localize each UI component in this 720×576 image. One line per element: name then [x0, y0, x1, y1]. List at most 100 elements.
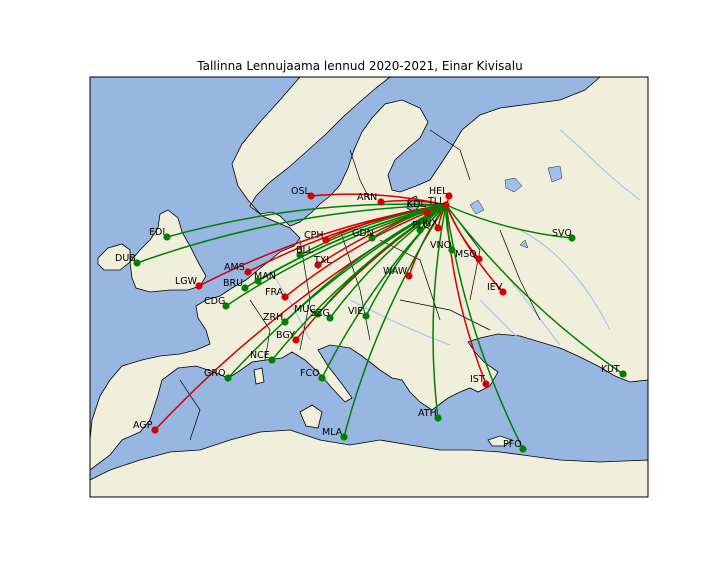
- airport-marker-hel: [445, 192, 453, 200]
- airport-label-lgw: LGW: [175, 276, 198, 287]
- route-fco: [321, 204, 447, 379]
- route-svo: [445, 204, 573, 239]
- airport-label-hel: HEL: [429, 186, 448, 197]
- airport-marker-vie: [362, 312, 370, 320]
- airport-label-fra: FRA: [265, 287, 284, 298]
- route-edi: [166, 203, 447, 238]
- airport-marker-waw: [405, 272, 413, 280]
- airport-label-plq: PLQ: [412, 220, 431, 231]
- map-title: Tallinna Lennujaama lennud 2020-2021, Ei…: [197, 59, 523, 73]
- airports: [133, 192, 627, 453]
- route-nce: [271, 204, 447, 361]
- airport-marker-kdl: [423, 209, 431, 217]
- route-cdg: [225, 204, 447, 307]
- airport-marker-nce: [268, 356, 276, 364]
- airport-label-zrh: ZRH: [263, 312, 283, 323]
- airport-marker-fco: [318, 374, 326, 382]
- airport-label-cph: CPH: [304, 230, 324, 241]
- airport-label-arn: ARN: [357, 192, 377, 203]
- route-lgw: [198, 204, 447, 287]
- airport-marker-ist: [482, 380, 490, 388]
- route-gro: [227, 204, 447, 379]
- airport-label-msq: MSQ: [455, 249, 477, 260]
- airport-marker-vno: [448, 246, 456, 254]
- hub-label: TLL: [427, 196, 445, 207]
- airport-marker-cdg: [222, 302, 230, 310]
- airport-marker-kut: [619, 370, 627, 378]
- airport-label-kdl: KDL: [407, 199, 427, 210]
- route-szg: [329, 204, 447, 319]
- airport-label-osl: OSL: [291, 186, 311, 197]
- airport-marker-lgw: [195, 282, 203, 290]
- airport-marker-szg: [326, 314, 334, 322]
- airport-marker-ath: [434, 414, 442, 422]
- airport-label-ams: AMS: [224, 262, 245, 273]
- route-ath: [432, 204, 447, 419]
- airport-label-pfo: PFO: [503, 439, 522, 450]
- airport-marker-pfo: [519, 445, 527, 453]
- airport-label-edi: EDI: [149, 227, 165, 238]
- airport-label-bgy: BGY: [276, 330, 295, 341]
- airport-label-man: MAN: [254, 271, 276, 282]
- airport-marker-osl: [307, 192, 315, 200]
- airport-marker-mla: [340, 433, 348, 441]
- airport-marker-arn: [377, 198, 385, 206]
- airport-marker-cph: [322, 236, 330, 244]
- route-msq: [445, 204, 480, 260]
- airport-label-gdn: GDN: [352, 228, 374, 239]
- airport-label-szg: SZG: [310, 308, 330, 319]
- airport-label-gro: GRO: [204, 368, 225, 379]
- airport-label-bll: BLL: [296, 245, 314, 256]
- hub-marker: [442, 201, 450, 209]
- airport-marker-msq: [475, 255, 483, 263]
- airport-marker-dub: [133, 259, 141, 267]
- airport-label-agp: AGP: [133, 420, 153, 431]
- airport-marker-muc: [314, 310, 322, 318]
- airport-marker-iev: [499, 288, 507, 296]
- airport-marker-zrh: [281, 318, 289, 326]
- airport-marker-plq: [416, 226, 424, 234]
- airport-marker-txl: [314, 261, 322, 269]
- airport-marker-rix: [434, 224, 442, 232]
- airport-marker-bgy: [292, 336, 300, 344]
- airport-label-nce: NCE: [250, 350, 270, 361]
- airport-label-ist: IST: [470, 374, 485, 385]
- airport-marker-svo: [568, 234, 576, 242]
- airport-label-rix: RIX: [422, 218, 438, 229]
- airport-marker-agp: [151, 426, 159, 434]
- lakes: [469, 165, 563, 249]
- route-osl: [310, 193, 447, 206]
- airport-label-iev: IEV: [487, 282, 503, 293]
- airport-label-bru: BRU: [223, 278, 243, 289]
- airport-marker-gdn: [368, 234, 376, 242]
- basemap: [89, 76, 649, 498]
- airport-marker-fra: [281, 293, 289, 301]
- airport-marker-gro: [224, 374, 232, 382]
- route-gdn: [371, 204, 447, 239]
- route-man: [257, 204, 447, 282]
- airport-label-dub: DUB: [115, 253, 136, 264]
- airport-label-cdg: CDG: [204, 296, 225, 307]
- airport-marker-edi: [163, 233, 171, 241]
- airport-label-mla: MLA: [322, 427, 343, 438]
- route-dub: [136, 204, 447, 264]
- airport-label-vie: VIE: [348, 306, 363, 317]
- route-mla: [343, 204, 447, 438]
- airport-label-vno: VNO: [430, 240, 451, 251]
- airport-marker-ams: [244, 268, 252, 276]
- airport-label-fco: FCO: [300, 368, 320, 379]
- map-frame: [89, 76, 649, 498]
- airport-label-svo: SVO: [552, 228, 572, 239]
- route-kut: [445, 204, 624, 375]
- route-pfo: [445, 204, 524, 450]
- route-bll: [299, 204, 447, 256]
- airport-marker-bll: [296, 251, 304, 259]
- routes: [136, 193, 624, 450]
- airport-label-muc: MUC: [294, 304, 316, 315]
- airport-marker-bru: [241, 284, 249, 292]
- airport-label-kut: KUT: [601, 364, 620, 375]
- airport-marker-man: [254, 277, 262, 285]
- airport-label-txl: TXL: [313, 255, 332, 266]
